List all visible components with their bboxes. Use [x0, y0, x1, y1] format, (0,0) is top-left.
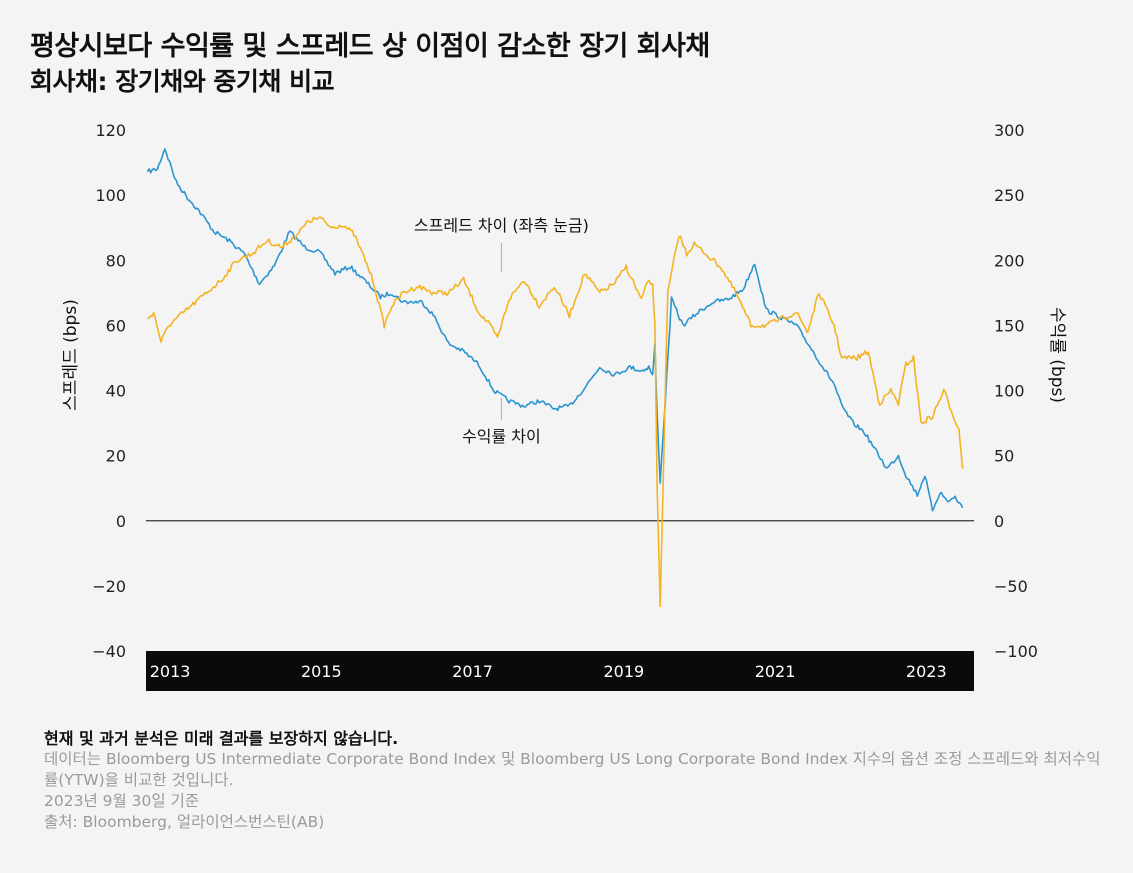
left-tick-label: −20: [92, 577, 126, 596]
right-tick-label: 50: [994, 447, 1014, 466]
x-tick-label: 2013: [150, 662, 191, 681]
annotation-spread-diff: 스프레드 차이 (좌측 눈금): [414, 216, 589, 235]
left-tick-label: 80: [106, 251, 126, 270]
y-axis-left-title: 스프레드 (bps): [61, 299, 81, 411]
left-axis-ticks: 120 100 80 60 40 20 0 −20 −40: [92, 121, 126, 661]
left-tick-label: −40: [92, 642, 126, 661]
series-line-yield: [146, 148, 964, 512]
footer-data-note: 데이터는 Bloomberg US Intermediate Corporate…: [44, 750, 1101, 789]
chart-title: 평상시보다 수익률 및 스프레드 상 이점이 감소한 장기 회사채: [30, 31, 710, 62]
x-axis-ticks: 2013 2015 2017 2019 2021 2023: [150, 662, 947, 681]
footer-disclaimer: 현재 및 과거 분석은 미래 결과를 보장하지 않습니다.: [44, 729, 399, 748]
right-tick-label: 100: [994, 382, 1025, 401]
y-axis-right-title: 수익률 (bps): [1047, 307, 1067, 403]
x-tick-label: 2017: [452, 662, 493, 681]
right-tick-label: 300: [994, 121, 1025, 140]
footer-notes: 현재 및 과거 분석은 미래 결과를 보장하지 않습니다. 데이터는 Bloom…: [44, 728, 1104, 833]
left-tick-label: 20: [106, 447, 126, 466]
right-axis-ticks: 300 250 200 150 100 50 0 −50 −100: [994, 121, 1038, 661]
chart-subtitle: 회사채: 장기채와 중기채 비교: [30, 67, 335, 96]
annotation-yield-diff: 수익률 차이: [462, 427, 541, 446]
right-tick-label: 0: [994, 512, 1004, 531]
left-tick-label: 40: [106, 382, 126, 401]
series-line-spread: [147, 216, 964, 608]
left-tick-label: 0: [116, 512, 126, 531]
footer-date: 2023년 9월 30일 기준: [44, 792, 200, 810]
x-tick-label: 2015: [301, 662, 342, 681]
right-tick-label: −100: [994, 642, 1038, 661]
series-layer: [146, 148, 964, 608]
right-tick-label: 200: [994, 251, 1025, 270]
x-axis-band: [146, 651, 974, 691]
left-tick-label: 60: [106, 316, 126, 335]
right-tick-label: 250: [994, 186, 1025, 205]
x-tick-label: 2023: [906, 662, 947, 681]
right-tick-label: 150: [994, 316, 1025, 335]
x-tick-label: 2019: [603, 662, 644, 681]
x-tick-label: 2021: [755, 662, 796, 681]
left-tick-label: 120: [95, 121, 126, 140]
left-tick-label: 100: [95, 186, 126, 205]
right-tick-label: −50: [994, 577, 1028, 596]
footer-source: 출처: Bloomberg, 얼라이언스번스틴(AB): [44, 813, 325, 831]
